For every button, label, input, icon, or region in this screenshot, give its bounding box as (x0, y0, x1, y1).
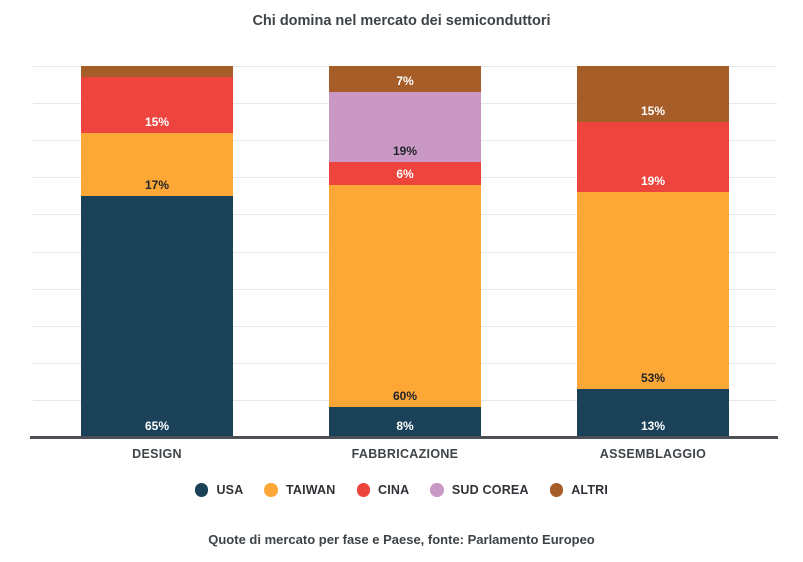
legend-label: USA (216, 483, 244, 497)
segment-value-label: 65% (144, 419, 169, 433)
legend-label: TAIWAN (285, 483, 336, 497)
segment-value-label: 13% (640, 419, 665, 433)
legend-item-cina: CINA (356, 483, 410, 497)
plot-area: 65% 17% 15% 8% 60% 6% 19% 7% 13% 53% 19% 15% (33, 66, 777, 437)
x-axis-label-assemblaggio: ASSEMBLAGGIO (599, 447, 707, 461)
legend-swatch-icon (549, 483, 564, 497)
bar-column-assemblaggio: 13% 53% 19% 15% (529, 66, 777, 437)
bar-segment-cina: 15% (80, 77, 233, 133)
segment-value-label: 17% (144, 177, 169, 192)
x-axis-label-fabbricazione: FABBRICAZIONE (351, 447, 459, 461)
bar-segment-cina: 6% (328, 162, 481, 185)
segment-value-label: 60% (392, 389, 417, 404)
bar-segment-usa: 65% (80, 195, 233, 437)
chart-title: Chi domina nel mercato dei semiconduttor… (252, 13, 551, 29)
chart-footer: Quote di mercato per fase e Paese, fonte… (208, 532, 595, 547)
segment-value-label: 6% (396, 166, 414, 181)
bar-segment-taiwan: 60% (328, 184, 481, 408)
bar-segment-sud-corea: 19% (328, 91, 481, 163)
bar-column-design: 65% 17% 15% (33, 66, 281, 437)
legend-item-altri: ALTRI (549, 483, 609, 497)
bar-segment-cina: 19% (576, 121, 729, 193)
stacked-bar: 13% 53% 19% 15% (576, 66, 729, 437)
stacked-bar: 65% 17% 15% (80, 66, 233, 437)
segment-value-label: 15% (144, 114, 169, 129)
x-axis-labels: DESIGN FABBRICAZIONE ASSEMBLAGGIO (33, 447, 777, 463)
legend-item-sud-corea: SUD COREA (430, 483, 528, 497)
segment-value-label: 7% (396, 73, 414, 88)
segment-value-label: 8% (396, 419, 414, 433)
legend-swatch-icon (194, 483, 209, 497)
legend-item-usa: USA (194, 483, 244, 497)
segment-value-label: 19% (392, 144, 417, 159)
x-axis-line (30, 436, 778, 439)
bar-segment-usa: 13% (576, 388, 729, 437)
legend-swatch-icon (356, 483, 371, 497)
bar-segment-usa: 8% (328, 407, 481, 437)
legend-label: SUD COREA (451, 483, 529, 497)
legend-item-taiwan: TAIWAN (264, 483, 335, 497)
legend-swatch-icon (430, 483, 444, 497)
bar-segment-taiwan: 53% (576, 192, 729, 389)
legend-label: CINA (378, 483, 410, 497)
segment-value-label: 19% (640, 174, 665, 189)
bar-column-fabbricazione: 8% 60% 6% 19% 7% (281, 66, 529, 437)
legend-label: ALTRI (571, 483, 609, 497)
segment-value-label: 53% (640, 370, 665, 385)
bar-segment-altri: 15% (576, 66, 729, 122)
legend: USA TAIWAN CINA SUD COREA ALTRI (0, 483, 803, 497)
x-axis-label-design: DESIGN (132, 447, 182, 461)
bar-segment-altri (80, 66, 233, 78)
legend-swatch-icon (264, 483, 278, 497)
segment-value-label: 15% (640, 103, 665, 118)
stacked-bar: 8% 60% 6% 19% 7% (328, 66, 481, 437)
bar-segment-taiwan: 17% (80, 132, 233, 196)
bar-segment-altri: 7% (328, 66, 481, 92)
